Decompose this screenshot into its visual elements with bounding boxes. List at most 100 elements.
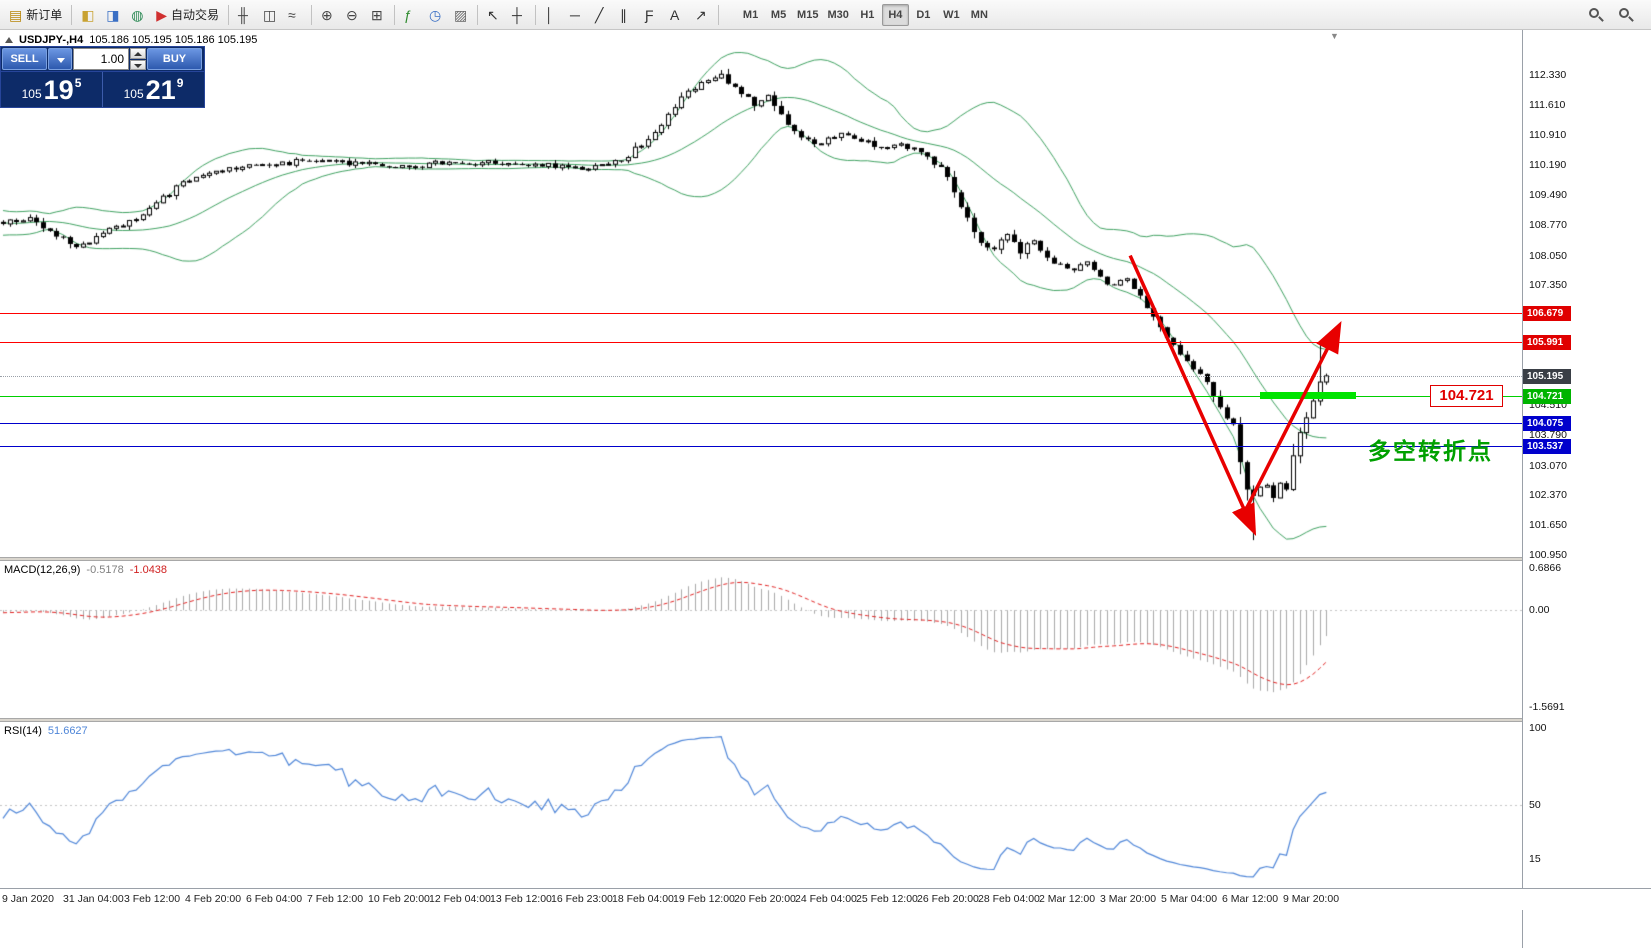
price-tick: 110.190: [1529, 159, 1567, 172]
line-chart-icon[interactable]: ≈: [283, 3, 307, 27]
channel-icon[interactable]: ∥: [615, 3, 639, 27]
hline-104.075[interactable]: [0, 423, 1522, 425]
tile-windows-icon-glyph: ⊞: [371, 6, 383, 23]
rsi-scale-tick: 15: [1529, 852, 1541, 865]
timeframe-mn-button[interactable]: MN: [966, 4, 993, 26]
data-window-icon[interactable]: ◍: [126, 3, 150, 27]
time-label: 9 Jan 2020: [2, 893, 54, 905]
price-chart-panel: USDJPY-,H4 105.186 105.195 105.186 105.1…: [0, 30, 1522, 557]
macd-panel: MACD(12,26,9) -0.5178 -1.0438: [0, 561, 1522, 718]
timeframe-w1-button[interactable]: W1: [938, 4, 965, 26]
symbol-icon: [5, 37, 13, 43]
volume-input[interactable]: [73, 48, 129, 70]
chart-shift-marker[interactable]: ▼: [1330, 31, 1339, 41]
time-label: 5 Mar 04:00: [1161, 893, 1218, 905]
candlestick-chart-icon[interactable]: ◫: [258, 3, 282, 27]
time-label: 9 Mar 20:00: [1283, 893, 1340, 905]
price-tick: 109.490: [1529, 188, 1567, 201]
hline-103.537[interactable]: [0, 445, 1522, 447]
macd-scale-tick: 0.00: [1529, 604, 1550, 617]
buy-button[interactable]: BUY: [147, 48, 202, 70]
volume-up-button[interactable]: [130, 48, 146, 59]
indicators-icon-glyph: ƒ: [404, 6, 412, 23]
profiles-icon[interactable]: ◨: [101, 3, 125, 27]
price-tick: 100.950: [1529, 548, 1567, 561]
time-label: 28 Feb 04:00: [978, 893, 1040, 905]
time-label: 6 Feb 04:00: [246, 893, 303, 905]
text-label-icon-glyph: A: [670, 6, 680, 23]
chart-ohlc-values: 105.186 105.195 105.186 105.195: [89, 34, 258, 46]
hline-105.991[interactable]: [0, 342, 1522, 344]
fibonacci-icon[interactable]: Ƒ: [640, 3, 664, 27]
time-axis[interactable]: 9 Jan 2020 31 Jan 04:00 3 Feb 12:00 4 Feb 2…: [0, 888, 1651, 910]
time-label: 25 Feb 12:00: [856, 893, 918, 905]
zoom-in-icon[interactable]: ⊕: [316, 3, 340, 27]
cursor-icon[interactable]: ↖: [482, 3, 506, 27]
panel-splitter[interactable]: [0, 718, 1651, 722]
hline-104.721[interactable]: [0, 395, 1522, 397]
trade-controls-row: SELL BUY: [1, 47, 204, 71]
crosshair-icon[interactable]: ┼: [507, 3, 531, 27]
sell-button[interactable]: SELL: [2, 48, 47, 70]
rsi-canvas[interactable]: [0, 722, 1522, 888]
zoom-out-icon[interactable]: ⊖: [341, 3, 365, 27]
time-label: 2 Mar 12:00: [1039, 893, 1096, 905]
tile-windows-icon[interactable]: ⊞: [366, 3, 390, 27]
timeframe-m5-button[interactable]: M5: [765, 4, 792, 26]
toolbar-buttons: ▤ 新订单 ◧ ◨ ◍ ▶ 自动交易 ╫ ◫ ≈ ⊕ ⊖ ⊞ ƒ ◷ ▨ ↖ ┼ │ ─ ╱ ∥ Ƒ A ↗: [4, 3, 722, 27]
bar-chart-icon[interactable]: ╫: [233, 3, 257, 27]
trendline-icon[interactable]: ╱: [590, 3, 614, 27]
time-label: 13 Feb 12:00: [490, 893, 552, 905]
text-label-icon[interactable]: A: [665, 3, 689, 27]
turning-point-annotation[interactable]: 多空转折点: [1368, 438, 1493, 464]
chart-window-icon[interactable]: ◧: [76, 3, 100, 27]
templates-icon[interactable]: ▨: [449, 3, 473, 27]
vertical-line-icon[interactable]: │: [540, 3, 564, 27]
new-order-button-label: 新订单: [26, 8, 63, 22]
price-scale[interactable]: 112.330 111.610 110.910 110.190 109.490 108.7…: [1522, 30, 1651, 948]
auto-trading-button[interactable]: ▶ 自动交易: [151, 3, 224, 27]
indicators-icon[interactable]: ƒ: [399, 3, 423, 27]
price-tag-103.537: 103.537: [1523, 438, 1571, 454]
downtrend-arrow[interactable]: [1128, 254, 1257, 536]
new-order-button[interactable]: ▤ 新订单: [4, 3, 67, 27]
uptrend-arrow[interactable]: [1241, 320, 1342, 516]
hline-105.195[interactable]: [0, 375, 1522, 377]
buy-price-point: 9: [176, 76, 184, 90]
hline-106.679[interactable]: [0, 313, 1522, 315]
volume-down-button[interactable]: [130, 59, 146, 70]
macd-canvas[interactable]: [0, 561, 1522, 718]
data-window-icon-glyph: ◍: [131, 6, 144, 23]
search-icon[interactable]: [1583, 3, 1607, 27]
rsi-scale-tick: 50: [1529, 799, 1541, 811]
toolbar-separator: [535, 4, 537, 25]
horizontal-line-icon[interactable]: ─: [565, 3, 589, 27]
timeframe-h4-button[interactable]: H4: [881, 3, 909, 26]
arrows-tool-icon[interactable]: ↗: [690, 3, 714, 27]
periods-icon[interactable]: ◷: [424, 3, 448, 27]
timeframe-h1-button[interactable]: H1: [854, 4, 881, 26]
zoom-icon[interactable]: [1613, 3, 1637, 27]
buy-price[interactable]: 105 21 9: [103, 72, 204, 107]
price-tag-106.679: 106.679: [1523, 306, 1571, 322]
time-label: 24 Feb 04:00: [795, 893, 857, 905]
sell-price[interactable]: 105 19 5: [1, 72, 102, 107]
support-zone-highlight[interactable]: [1259, 391, 1357, 399]
rsi-label: RSI(14): [4, 725, 42, 737]
price-divider: [102, 72, 103, 107]
timeframe-m1-button[interactable]: M1: [737, 4, 764, 26]
time-label: 19 Feb 12:00: [673, 893, 735, 905]
horizontal-line-icon-glyph: ─: [570, 6, 580, 23]
panel-splitter[interactable]: [0, 557, 1651, 561]
macd-label-row: MACD(12,26,9) -0.5178 -1.0438: [4, 564, 167, 576]
timeframe-m30-button[interactable]: M30: [823, 4, 852, 26]
timeframe-d1-button[interactable]: D1: [910, 4, 937, 26]
toolbar-separator: [477, 4, 479, 25]
timeframe-m15-button[interactable]: M15: [793, 4, 822, 26]
periods-icon-glyph: ◷: [429, 6, 442, 23]
price-tag-104.721: 104.721: [1523, 388, 1571, 404]
volume-dropdown[interactable]: [48, 48, 72, 70]
chevron-down-icon: [57, 58, 65, 63]
price-level-label[interactable]: 104.721: [1430, 384, 1503, 407]
rsi-scale-tick: 100: [1529, 722, 1547, 734]
